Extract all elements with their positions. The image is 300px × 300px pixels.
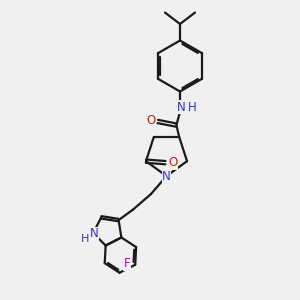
Text: N: N: [177, 100, 186, 114]
Text: N: N: [162, 169, 171, 183]
Text: H: H: [188, 100, 197, 114]
Text: H: H: [81, 234, 89, 244]
Text: O: O: [147, 114, 156, 128]
Text: F: F: [124, 257, 130, 270]
Text: N: N: [89, 227, 98, 240]
Text: O: O: [168, 156, 178, 169]
